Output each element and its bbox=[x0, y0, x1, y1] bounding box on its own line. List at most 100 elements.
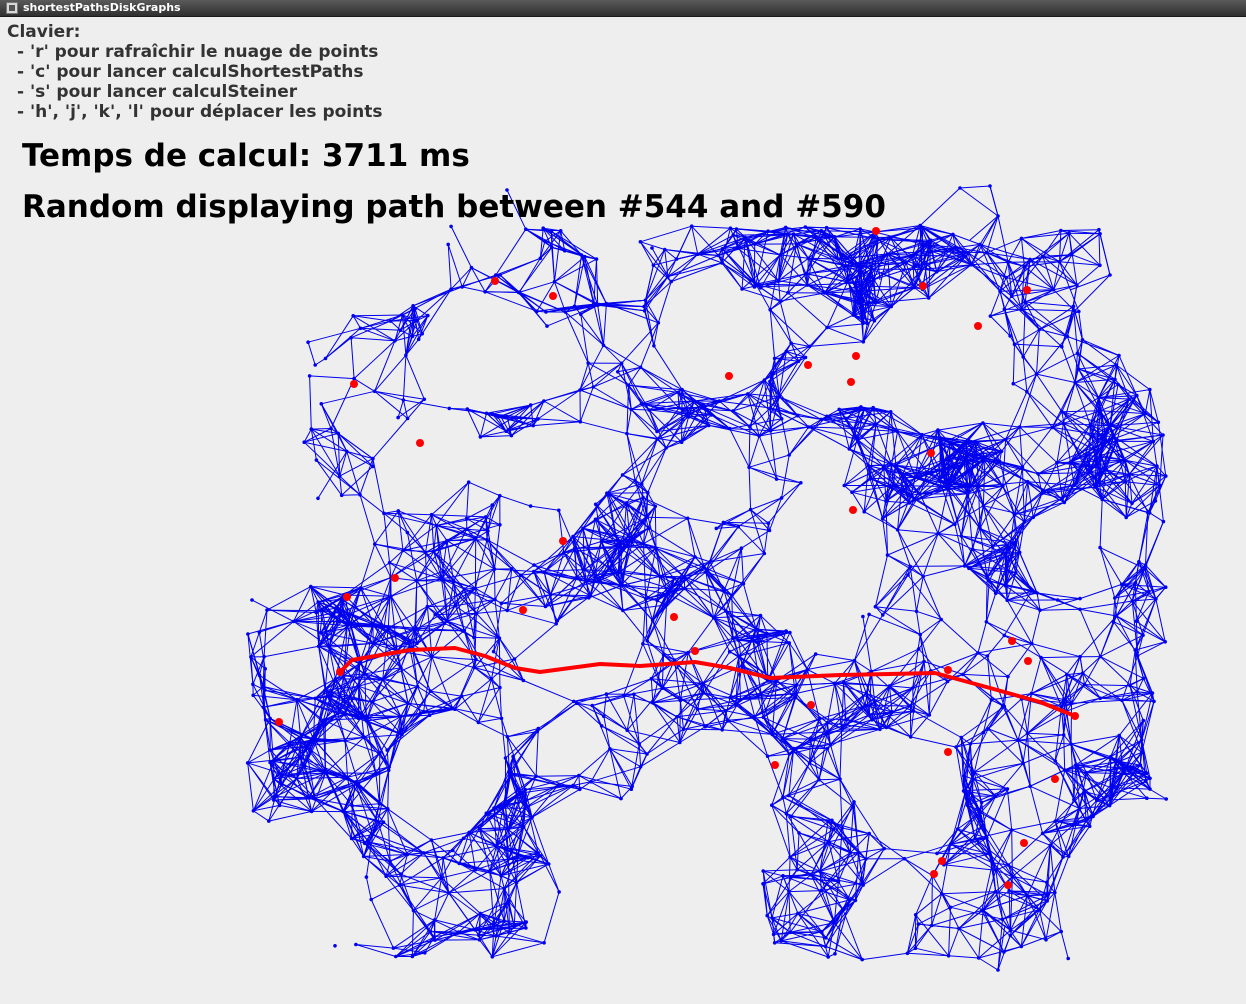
graph-edge bbox=[591, 705, 603, 727]
graph-edge bbox=[324, 647, 330, 691]
graph-edge bbox=[769, 254, 781, 310]
graph-edge bbox=[400, 319, 418, 331]
graph-edge bbox=[915, 875, 933, 915]
window-titlebar[interactable]: shortestPathsDiskGraphs bbox=[0, 0, 1246, 17]
graph-edge bbox=[763, 716, 811, 740]
graph-edge bbox=[543, 552, 565, 573]
graph-edge bbox=[834, 236, 891, 238]
graph-edge bbox=[511, 404, 531, 419]
graph-edge bbox=[1136, 395, 1154, 442]
graph-edge bbox=[543, 891, 560, 943]
graph-edge bbox=[431, 514, 486, 518]
graph-edge bbox=[754, 693, 797, 718]
graph-edge bbox=[982, 422, 1003, 452]
graph-edge bbox=[1037, 462, 1058, 475]
graph-edge bbox=[629, 539, 661, 577]
graph-edge bbox=[757, 684, 797, 697]
graph-edge bbox=[360, 543, 376, 589]
graph-edge bbox=[351, 805, 353, 839]
graph-edge bbox=[609, 543, 644, 570]
graph-edge bbox=[1114, 561, 1140, 599]
graph-edge bbox=[573, 784, 622, 800]
graph-edge bbox=[805, 227, 828, 275]
graph-edge bbox=[779, 396, 822, 420]
graph-edge bbox=[383, 512, 437, 526]
graph-edge bbox=[1015, 572, 1038, 594]
graph-edge bbox=[651, 678, 704, 684]
graph-edge bbox=[358, 686, 365, 738]
graph-edge bbox=[986, 215, 999, 253]
graph-edge bbox=[1042, 833, 1064, 858]
graph-edge bbox=[1060, 230, 1101, 235]
graph-edge bbox=[788, 415, 828, 456]
graph-edge bbox=[1014, 343, 1037, 375]
graph-edge bbox=[767, 753, 790, 757]
graph-edge bbox=[779, 396, 827, 417]
graph-edge bbox=[664, 249, 669, 277]
graph-edge bbox=[1020, 900, 1048, 947]
graph-edge bbox=[342, 595, 392, 612]
graph-edge bbox=[1059, 261, 1080, 312]
graph-edge bbox=[772, 912, 798, 919]
graph-edge bbox=[769, 309, 792, 344]
graph-edge bbox=[870, 671, 911, 707]
graph-edge bbox=[1007, 238, 1022, 263]
graph-edge bbox=[343, 675, 383, 680]
graph-edge bbox=[995, 870, 1003, 920]
graph-edge bbox=[868, 833, 905, 860]
graph-edge bbox=[1079, 600, 1133, 610]
graph-edge bbox=[496, 935, 545, 944]
graph-edge bbox=[955, 747, 965, 791]
graph-edge bbox=[681, 424, 709, 443]
graph-edge bbox=[1099, 379, 1116, 411]
graph-edge bbox=[907, 952, 949, 957]
graph-edge bbox=[1052, 410, 1101, 428]
graph-edge bbox=[434, 929, 476, 941]
graph-edge bbox=[1053, 261, 1060, 290]
graph-edge bbox=[732, 410, 771, 432]
graph-edge bbox=[874, 231, 889, 255]
graph-edge bbox=[815, 237, 849, 282]
graph-edge bbox=[885, 711, 893, 728]
graph-edge bbox=[269, 762, 283, 785]
graph-edge bbox=[721, 262, 743, 290]
graph-edge bbox=[703, 692, 736, 706]
graph-edge bbox=[1027, 732, 1066, 771]
graph-edge bbox=[1055, 808, 1080, 822]
graph-edge bbox=[395, 939, 436, 957]
graph-edge bbox=[475, 568, 495, 614]
graph-edge bbox=[501, 594, 551, 604]
graph-edge bbox=[1110, 756, 1148, 799]
graph-edge bbox=[974, 795, 997, 839]
graph-edge bbox=[469, 828, 509, 833]
graph-edge bbox=[964, 545, 993, 567]
graph-edge bbox=[697, 708, 706, 727]
graph-edge bbox=[382, 667, 402, 680]
graph-edge bbox=[1100, 692, 1153, 699]
graph-edge bbox=[393, 919, 435, 949]
graph-edge bbox=[718, 230, 769, 256]
graph-edge bbox=[396, 629, 416, 652]
graph-edge bbox=[358, 679, 384, 719]
graph-edge bbox=[936, 852, 990, 855]
graph-edge bbox=[1136, 678, 1144, 693]
graph-edge bbox=[585, 546, 619, 582]
graph-edge bbox=[872, 407, 898, 432]
graph-edge bbox=[992, 862, 1009, 866]
graph-edge bbox=[788, 795, 834, 830]
graph-edge bbox=[1121, 699, 1155, 702]
graph-edge bbox=[452, 707, 502, 719]
graph-edge bbox=[757, 695, 764, 718]
graph-edge bbox=[1029, 255, 1044, 260]
graph-edge bbox=[1096, 410, 1101, 452]
graph-edge bbox=[808, 426, 854, 429]
graph-edge bbox=[374, 390, 425, 400]
graph-edge bbox=[273, 799, 312, 812]
graph-edge bbox=[463, 630, 476, 668]
graph-edge bbox=[634, 480, 644, 498]
graph-edge bbox=[748, 466, 801, 484]
graph-edge bbox=[631, 753, 648, 787]
graph-edge bbox=[725, 710, 755, 718]
graph-edge bbox=[572, 536, 587, 582]
